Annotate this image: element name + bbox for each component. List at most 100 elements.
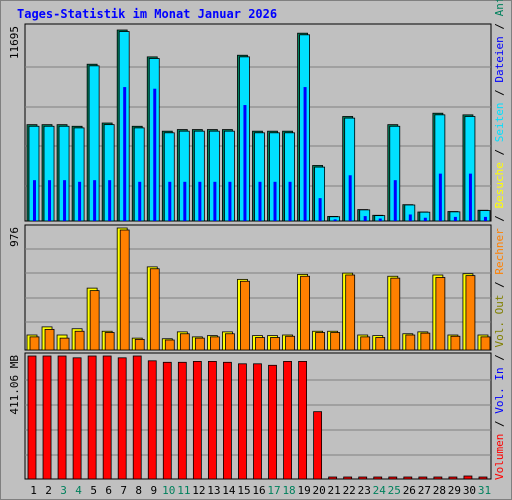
bar-dateien-7: [123, 87, 127, 221]
x-tick-label-21: 21: [328, 484, 341, 497]
bar-volumen-31: [478, 476, 488, 480]
bar-dateien-10: [168, 181, 172, 221]
bar-volumen-3: [57, 355, 67, 480]
bar-volumen-13: [207, 361, 217, 480]
legend-right-item-3: Rechner: [493, 228, 506, 275]
x-tick-label-25: 25: [388, 484, 401, 497]
bar-rechner-6: [104, 332, 115, 351]
bar-rechner-22: [345, 274, 356, 351]
x-tick-label-1: 1: [30, 484, 37, 497]
bar-volumen-16: [253, 363, 262, 480]
bar-rechner-3: [59, 337, 70, 351]
bar-dateien-24: [378, 218, 382, 221]
bar-volumen-10: [162, 361, 172, 480]
x-tick-label-7: 7: [120, 484, 127, 497]
bar-dateien-2: [48, 180, 52, 221]
bar-volumen-21: [328, 476, 338, 480]
bar-rechner-14: [225, 333, 235, 351]
x-tick-label-26: 26: [403, 484, 416, 497]
bar-volumen-30: [463, 475, 473, 480]
bar-volumen-15: [238, 363, 247, 480]
x-tick-label-6: 6: [105, 484, 112, 497]
bar-volumen-17: [268, 364, 277, 480]
bar-dateien-29: [453, 216, 457, 221]
bar-rechner-25: [390, 277, 401, 351]
legend-right-item-6: Dateien: [493, 36, 506, 82]
bar-dateien-20: [318, 198, 322, 221]
x-tick-label-11: 11: [177, 484, 190, 497]
x-tick-label-19: 19: [297, 484, 310, 497]
bar-volumen-7: [117, 357, 127, 480]
bar-rechner-27: [420, 332, 431, 351]
bar-rechner-10: [164, 339, 175, 351]
bar-dateien-26: [408, 214, 412, 221]
legend-right-separator-4: /: [493, 208, 506, 228]
x-tick-label-29: 29: [448, 484, 461, 497]
bar-rechner-12: [194, 337, 205, 351]
x-tick-label-16: 16: [252, 484, 265, 497]
x-tick-label-8: 8: [135, 484, 142, 497]
bar-dateien-8: [138, 181, 142, 221]
bar-rechner-15: [240, 280, 250, 351]
bar-volumen-24: [373, 476, 383, 480]
x-tick-label-13: 13: [207, 484, 220, 497]
bar-rechner-28: [435, 277, 446, 351]
legend-right-item-1: Vol. In: [493, 367, 506, 413]
bar-volumen-18: [283, 361, 292, 480]
bar-volumen-19: [298, 361, 307, 480]
bar-dateien-31: [483, 216, 487, 221]
x-tick-label-30: 30: [463, 484, 476, 497]
bar-dateien-23: [363, 216, 367, 221]
x-tick-label-22: 22: [343, 484, 356, 497]
bar-dateien-27: [423, 217, 427, 221]
bar-rechner-2: [44, 328, 55, 351]
legend-right-item-7: Anfragen: [493, 0, 506, 16]
bar-rechner-8: [134, 338, 145, 351]
x-tick-label-23: 23: [358, 484, 371, 497]
x-tick-label-10: 10: [162, 484, 175, 497]
bar-volumen-1: [27, 355, 37, 480]
legend-right-separator-5: /: [493, 142, 506, 162]
x-tick-label-15: 15: [237, 484, 250, 497]
x-tick-label-31: 31: [478, 484, 491, 497]
bar-dateien-19: [303, 87, 307, 221]
bar-volumen-11: [177, 361, 187, 480]
bar-dateien-12: [198, 181, 202, 221]
x-tick-label-17: 17: [267, 484, 280, 497]
bar-volumen-14: [223, 361, 232, 480]
bar-dateien-28: [438, 173, 442, 221]
x-tick-label-14: 14: [222, 484, 236, 497]
bar-volumen-8: [132, 355, 142, 480]
x-tick-label-2: 2: [45, 484, 52, 497]
bar-volumen-23: [358, 476, 368, 480]
bar-dateien-21: [333, 219, 337, 221]
bar-volumen-4: [72, 357, 82, 480]
bar-dateien-6: [108, 180, 112, 221]
bar-dateien-16: [258, 181, 262, 221]
bar-dateien-22: [348, 175, 352, 221]
bar-dateien-18: [288, 181, 292, 221]
x-tick-label-20: 20: [313, 484, 326, 497]
bar-rechner-17: [270, 337, 280, 351]
x-tick-label-9: 9: [150, 484, 157, 497]
legend-right-item-2: Vol. Out: [493, 295, 506, 348]
bar-rechner-4: [74, 330, 85, 351]
bar-dateien-14: [228, 181, 232, 221]
bar-dateien-11: [183, 181, 187, 221]
chart-title: Tages-Statistik im Monat Januar 2026: [17, 7, 278, 21]
bar-rechner-21: [330, 332, 341, 351]
bar-rechner-5: [89, 290, 100, 351]
x-tick-label-3: 3: [60, 484, 67, 497]
bar-volumen-28: [433, 476, 443, 480]
x-tick-label-12: 12: [192, 484, 205, 497]
bar-volumen-20: [313, 411, 323, 480]
legend-right: Volumen / Vol. In / Vol. Out / Rechner /…: [493, 0, 506, 480]
legend-right-separator-1: /: [493, 414, 506, 434]
bar-dateien-30: [468, 173, 472, 221]
legend-right-item-4: Besuche: [493, 162, 506, 208]
bar-rechner-20: [315, 332, 326, 351]
bar-rechner-18: [285, 335, 295, 351]
bar-volumen-12: [192, 361, 202, 480]
bar-volumen-25: [388, 476, 398, 480]
